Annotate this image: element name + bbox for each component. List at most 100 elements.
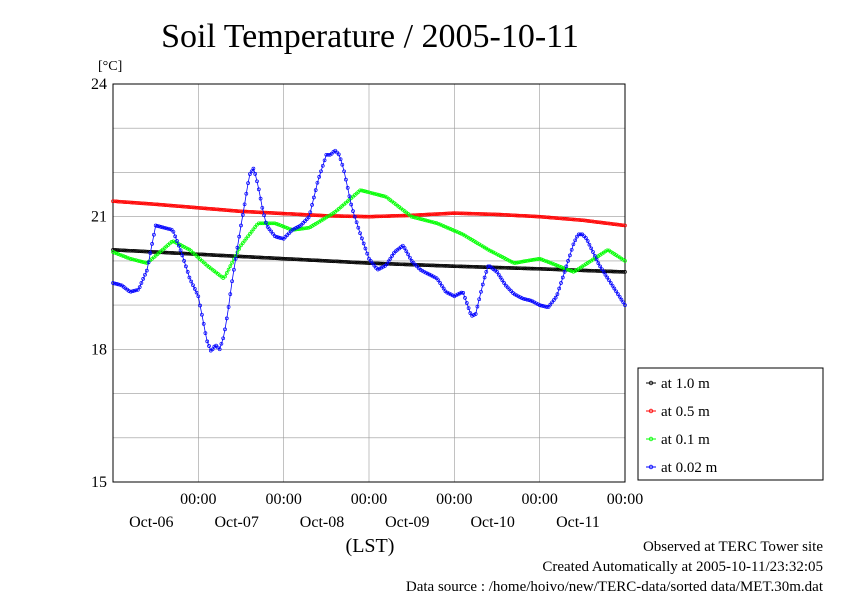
series-point (116, 252, 121, 256)
series-point (594, 257, 599, 262)
series-point (500, 278, 505, 283)
series-point (408, 255, 412, 260)
series-point (502, 265, 506, 270)
series-point (319, 169, 323, 174)
series-point (580, 218, 585, 223)
series-point (132, 249, 137, 253)
series-point (223, 274, 227, 279)
legend-swatch-marker (648, 464, 654, 470)
series-point (589, 268, 594, 273)
series-point (429, 263, 434, 268)
series-point (132, 257, 137, 262)
series-point (546, 305, 551, 309)
series-point (246, 209, 250, 214)
series-point (256, 221, 261, 226)
series-point (612, 269, 617, 274)
series-point (600, 267, 604, 272)
series-point (253, 172, 258, 176)
series-point (367, 261, 371, 265)
series-point (242, 202, 247, 207)
series-point (249, 255, 254, 259)
series-point (374, 192, 378, 197)
series-point (393, 262, 398, 266)
series-point (555, 216, 560, 220)
series-point (153, 202, 158, 207)
series-point (518, 260, 522, 264)
series-point (448, 292, 453, 297)
series-point (352, 214, 357, 219)
x-tick-time: 00:00 (265, 491, 301, 508)
series-point (377, 261, 382, 266)
series-point (130, 200, 135, 205)
series-point (230, 254, 234, 258)
series-point (258, 210, 263, 215)
series-point (470, 211, 474, 216)
series-point (505, 213, 510, 217)
x-tick-date: Oct-07 (214, 514, 258, 531)
series-point (360, 214, 364, 219)
series-point (114, 282, 119, 286)
series-point (144, 201, 149, 206)
series-point (587, 268, 592, 273)
series-point (292, 257, 297, 262)
series-point (443, 211, 448, 216)
series-point (230, 279, 234, 284)
series-point (336, 259, 341, 264)
series-point (550, 261, 554, 266)
series-point (557, 216, 562, 221)
series-point (152, 202, 156, 207)
series-point (457, 231, 462, 235)
series-point (184, 245, 188, 250)
series-point (550, 267, 554, 272)
series-point (468, 264, 473, 269)
series-point (367, 214, 371, 219)
series-point (169, 203, 174, 208)
series-point (368, 214, 373, 219)
series-point (498, 265, 503, 270)
series-point (560, 275, 565, 280)
series-point (436, 221, 441, 226)
series-point (144, 249, 149, 254)
series-point (422, 263, 426, 267)
series-point (207, 206, 211, 211)
series-point (281, 256, 286, 261)
series-point (504, 265, 508, 270)
series-point (363, 246, 368, 251)
series-point (534, 301, 538, 306)
series-point (596, 261, 601, 265)
series-point (335, 259, 339, 264)
series-point (452, 264, 457, 269)
series-point (432, 275, 437, 280)
series-layer (111, 148, 627, 353)
series-point (560, 216, 565, 221)
series-point (392, 262, 396, 266)
series-point (184, 251, 188, 256)
series-point (552, 215, 556, 220)
series-point (230, 208, 234, 213)
series-point (536, 214, 540, 219)
series-point (191, 205, 195, 210)
series-point (114, 248, 119, 252)
series-point (306, 258, 311, 262)
series-point (116, 282, 121, 287)
series-point (116, 248, 121, 252)
x-tick-time: 00:00 (436, 491, 472, 508)
series-point (605, 221, 610, 226)
series-point (429, 212, 434, 217)
series-point (422, 212, 426, 217)
series-point (194, 290, 199, 295)
series-point (404, 249, 409, 254)
series-point (550, 300, 554, 305)
series-point (264, 210, 268, 215)
series-point (601, 221, 606, 225)
series-point (543, 258, 547, 263)
series-point (592, 253, 597, 258)
series-point (283, 225, 288, 230)
series-point (130, 248, 135, 253)
series-point (118, 282, 122, 287)
series-point (452, 228, 457, 233)
series-point (431, 274, 435, 279)
series-point (582, 268, 586, 273)
series-point (288, 212, 293, 216)
series-point (136, 258, 140, 263)
